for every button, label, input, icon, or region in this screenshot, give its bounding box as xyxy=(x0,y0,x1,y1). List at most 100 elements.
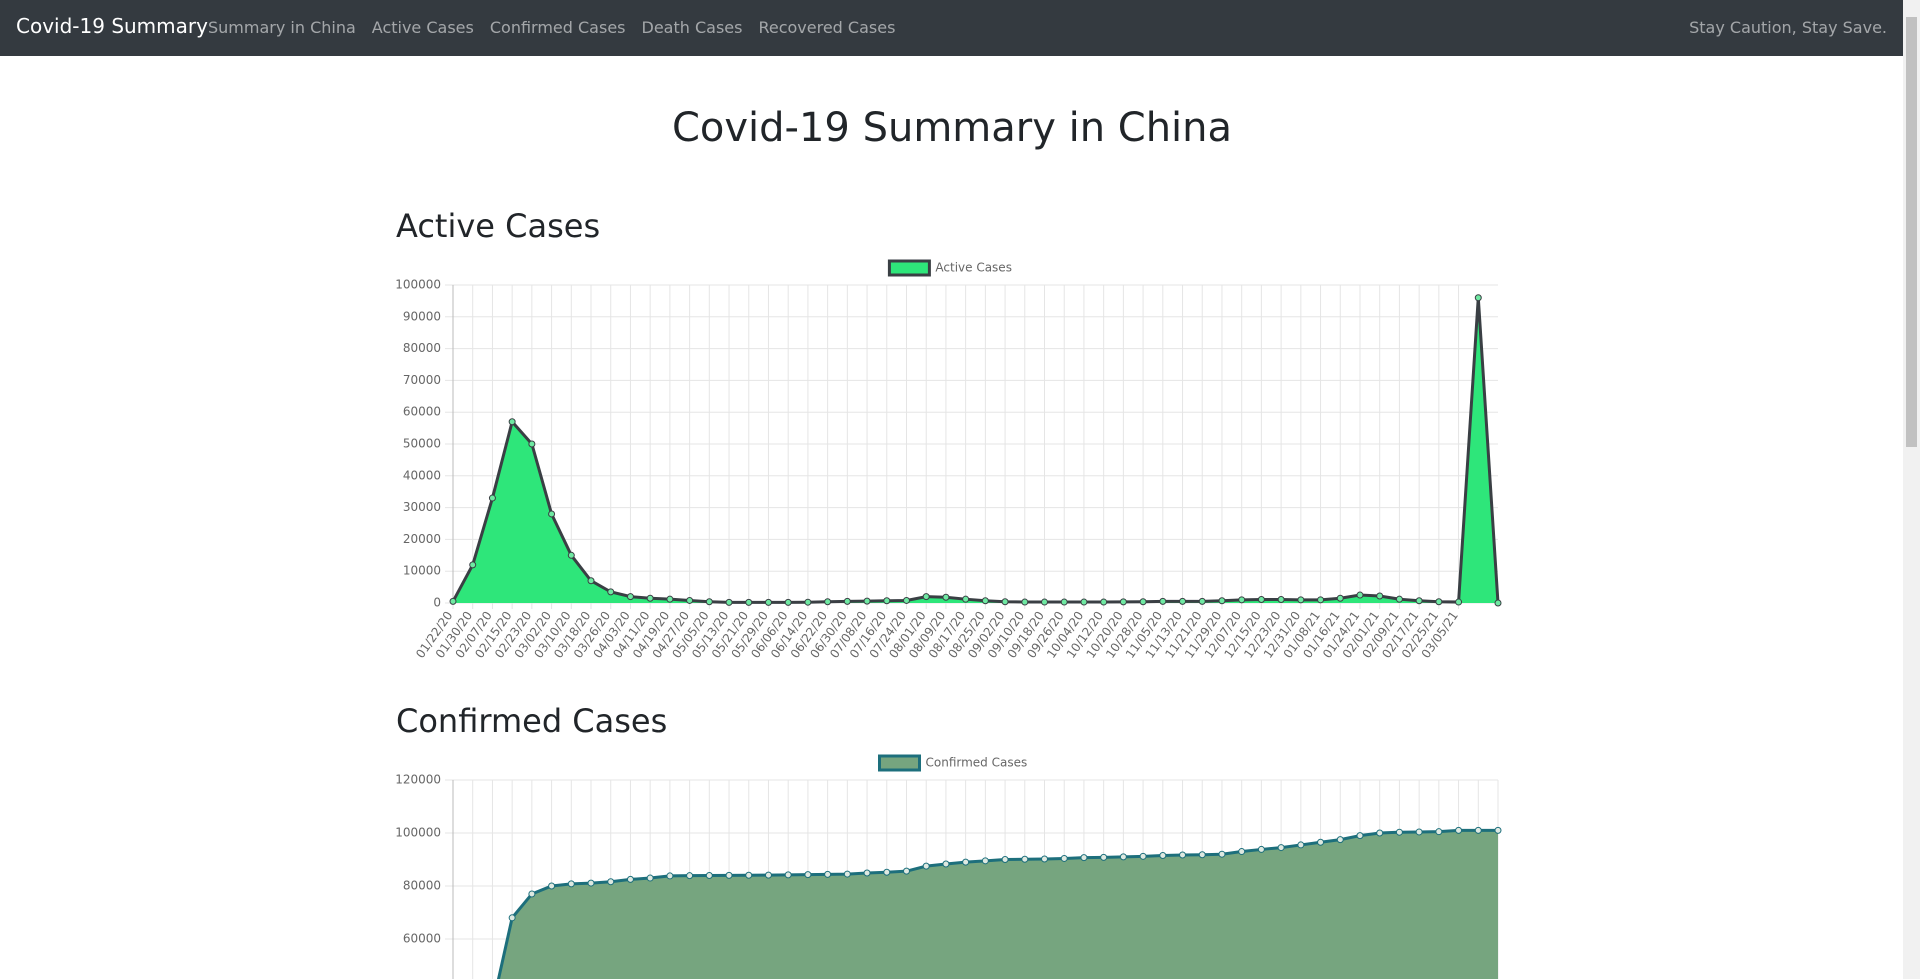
point xyxy=(1336,836,1344,844)
point xyxy=(1060,598,1068,606)
point xyxy=(1100,598,1108,606)
point xyxy=(1198,851,1206,859)
point xyxy=(1336,594,1344,602)
nav-link[interactable]: Confirmed Cases xyxy=(489,18,626,37)
nav-link[interactable]: Active Cases xyxy=(371,18,474,37)
y-tick-label: 10000 xyxy=(403,564,441,578)
point xyxy=(981,597,989,605)
scrollbar[interactable] xyxy=(1903,0,1920,979)
nav-link[interactable]: Summary in China xyxy=(208,18,356,37)
point xyxy=(1376,592,1384,600)
point xyxy=(1021,598,1029,606)
point xyxy=(843,597,851,605)
point xyxy=(508,418,516,426)
y-tick-label: 0 xyxy=(433,596,441,610)
point xyxy=(1317,838,1325,846)
point xyxy=(1080,598,1088,606)
point xyxy=(1297,596,1305,604)
point xyxy=(1080,854,1088,862)
point xyxy=(1494,599,1502,607)
point xyxy=(469,561,477,569)
legend-swatch xyxy=(887,259,931,277)
point xyxy=(1415,597,1423,605)
point xyxy=(1474,826,1482,834)
y-tick-label: 100000 xyxy=(395,826,441,840)
point xyxy=(1238,848,1246,856)
area xyxy=(453,297,1498,603)
point xyxy=(824,598,832,606)
point xyxy=(1041,598,1049,606)
area xyxy=(498,830,1498,979)
y-tick-label: 60000 xyxy=(403,405,441,419)
y-tick-label: 60000 xyxy=(403,932,441,946)
point xyxy=(1376,829,1384,837)
point xyxy=(1395,595,1403,603)
line xyxy=(451,297,1500,604)
y-tick-label: 120000 xyxy=(395,773,441,787)
point xyxy=(666,595,674,603)
point xyxy=(1100,853,1108,861)
section-heading: Active Cases xyxy=(396,207,600,245)
y-tick-label: 80000 xyxy=(403,879,441,893)
point xyxy=(567,551,575,559)
section-heading: Confirmed Cases xyxy=(396,702,667,740)
point xyxy=(1198,597,1206,605)
point xyxy=(883,868,891,876)
y-tick-label: 70000 xyxy=(403,373,441,387)
point xyxy=(1356,832,1364,840)
point xyxy=(942,860,950,868)
point xyxy=(705,872,713,880)
point xyxy=(1395,828,1403,836)
point xyxy=(666,872,674,880)
point xyxy=(1257,596,1265,604)
point xyxy=(863,597,871,605)
legend-label: Confirmed Cases xyxy=(926,756,1028,770)
legend-label: Active Cases xyxy=(935,261,1012,275)
point xyxy=(725,871,733,879)
y-tick-label: 20000 xyxy=(403,532,441,546)
brand[interactable]: Covid-19 Summary xyxy=(16,14,208,38)
point xyxy=(1297,841,1305,849)
point xyxy=(1435,598,1443,606)
nav-links: Summary in China Active Cases Confirmed … xyxy=(208,18,895,37)
point xyxy=(1474,294,1482,302)
point xyxy=(587,879,595,887)
point xyxy=(1119,598,1127,606)
point xyxy=(449,597,457,605)
y-tick-label: 40000 xyxy=(403,468,441,482)
point xyxy=(804,598,812,606)
point xyxy=(1277,844,1285,852)
point xyxy=(548,510,556,518)
point xyxy=(764,871,772,879)
point xyxy=(1277,596,1285,604)
point xyxy=(962,858,970,866)
point xyxy=(1257,845,1265,853)
point xyxy=(528,890,536,898)
point xyxy=(764,598,772,606)
point xyxy=(784,598,792,606)
point xyxy=(922,862,930,870)
point xyxy=(1179,851,1187,859)
point xyxy=(686,596,694,604)
point xyxy=(1119,853,1127,861)
point xyxy=(1435,828,1443,836)
point xyxy=(863,869,871,877)
point xyxy=(508,914,516,922)
point xyxy=(567,880,575,888)
point xyxy=(902,596,910,604)
y-tick-label: 30000 xyxy=(403,500,441,514)
point xyxy=(725,598,733,606)
point xyxy=(607,588,615,596)
nav-link[interactable]: Death Cases xyxy=(641,18,743,37)
point xyxy=(1041,855,1049,863)
nav-link[interactable]: Recovered Cases xyxy=(758,18,896,37)
y-tick-label: 50000 xyxy=(403,437,441,451)
point xyxy=(981,857,989,865)
point xyxy=(528,440,536,448)
point xyxy=(883,597,891,605)
point xyxy=(804,871,812,879)
scrollbar-thumb[interactable] xyxy=(1906,17,1917,447)
point xyxy=(902,867,910,875)
